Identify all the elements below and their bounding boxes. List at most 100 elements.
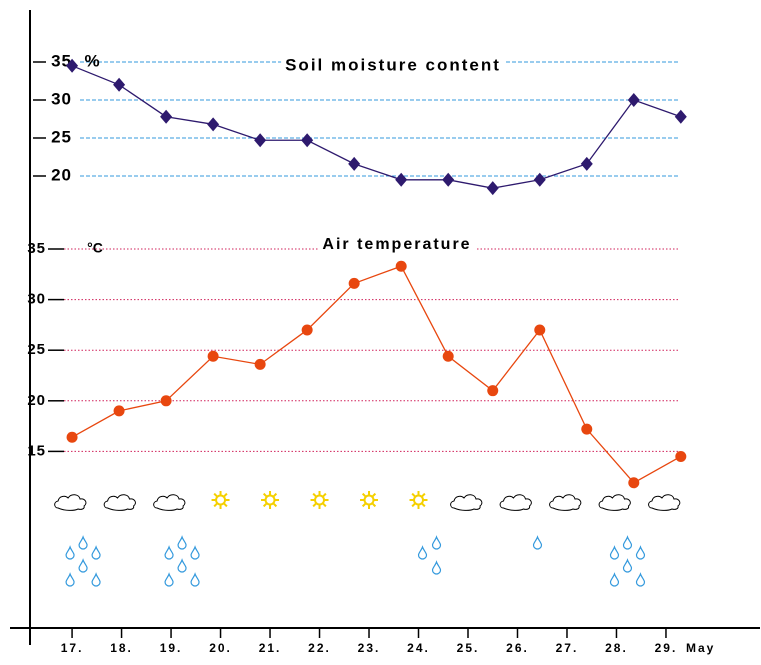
data-point [254,358,266,370]
sun-icon [360,491,379,509]
sun-ray [371,492,377,498]
data-point [301,324,313,336]
y-tick-label: 25 [27,341,46,358]
data-point [160,109,173,124]
data-point [207,350,219,362]
y-tick-label: 35 [27,240,46,257]
y-tick-label: 30 [27,291,46,308]
sun-ray [361,492,367,498]
rain-drop [431,535,442,550]
data-point [348,277,360,289]
x-unit: May [686,641,715,655]
rain-drop [177,535,187,550]
sun-ray [421,492,426,498]
data-point [301,133,314,148]
sun-disc [363,494,375,506]
chart-title: Soil moisture content [285,55,501,74]
x-tick-label: 20. [209,641,232,655]
sun-icon [310,491,329,509]
sun-ray [262,502,268,508]
data-point [395,172,408,187]
title-background [281,55,505,75]
data-point [66,58,79,73]
sun-disc [215,494,227,506]
cloud-icon [598,494,631,511]
cloud-icon [450,494,483,511]
sun-ray [272,492,278,498]
sun-ray [411,492,416,498]
rain-drop [635,545,646,560]
y-unit: % [84,51,99,70]
sun-ray [322,492,327,498]
rain-drop [78,558,88,573]
sun-ray [312,492,317,498]
cloud-icon [499,494,532,511]
data-point [487,385,499,397]
data-point [442,350,454,362]
x-tick-label: 23. [358,641,381,655]
sun-ray [361,502,367,508]
cloud-icon [648,494,681,511]
sun-disc [264,494,276,506]
rain-drop [65,572,75,587]
data-point [207,117,220,132]
sun-ray [421,502,426,508]
data-point [627,93,640,107]
data-point [113,405,125,417]
data-point [581,423,593,435]
x-tick-label: 27. [556,641,579,655]
rain-drop [622,558,633,573]
sun-ray [223,502,228,508]
title-background [318,236,476,254]
rain-drop [164,572,174,587]
data-line [71,65,682,189]
x-tick-label: 18. [110,641,133,655]
rain-drop [431,560,442,575]
rain-drop [91,572,101,587]
rain-drop [609,545,620,560]
sun-disc [314,494,326,506]
sun-ray [272,502,278,508]
data-point [486,181,499,196]
x-tick-label: 29. [655,641,678,655]
data-point [675,450,687,462]
rain-drop [91,545,101,560]
sun-ray [262,492,268,498]
sun-ray [411,502,416,508]
y-tick-label: 20 [51,165,72,184]
data-point [395,260,407,272]
data-point [580,156,593,171]
y-tick-label: 20 [27,392,46,409]
data-point [66,431,78,443]
y-tick-label: 35 [51,51,72,70]
sun-icon [261,491,280,509]
data-point [113,77,126,92]
y-unit: °C [87,240,103,256]
data-line [71,265,682,484]
sun-ray [312,502,317,508]
y-tick-label: 30 [51,89,72,108]
rain-drop [190,572,200,587]
data-point [348,156,361,171]
sun-ray [223,492,228,498]
rain-drop [622,535,633,550]
rain-drop [177,558,187,573]
data-point [674,109,687,124]
y-tick-label: 25 [51,127,72,146]
x-tick-label: 17. [61,641,84,655]
data-point [533,172,546,187]
data-point [160,395,172,407]
cloud-icon [54,494,87,511]
cloud-icon [549,494,582,511]
data-point [442,172,455,187]
cloud-icon [153,494,186,511]
sun-ray [322,502,327,508]
sun-ray [371,502,377,508]
data-point [254,133,267,148]
x-tick-label: 22. [308,641,331,655]
sun-icon [211,491,230,509]
x-tick-label: 25. [457,641,480,655]
x-tick-label: 24. [407,641,430,655]
rain-drop [190,545,200,560]
